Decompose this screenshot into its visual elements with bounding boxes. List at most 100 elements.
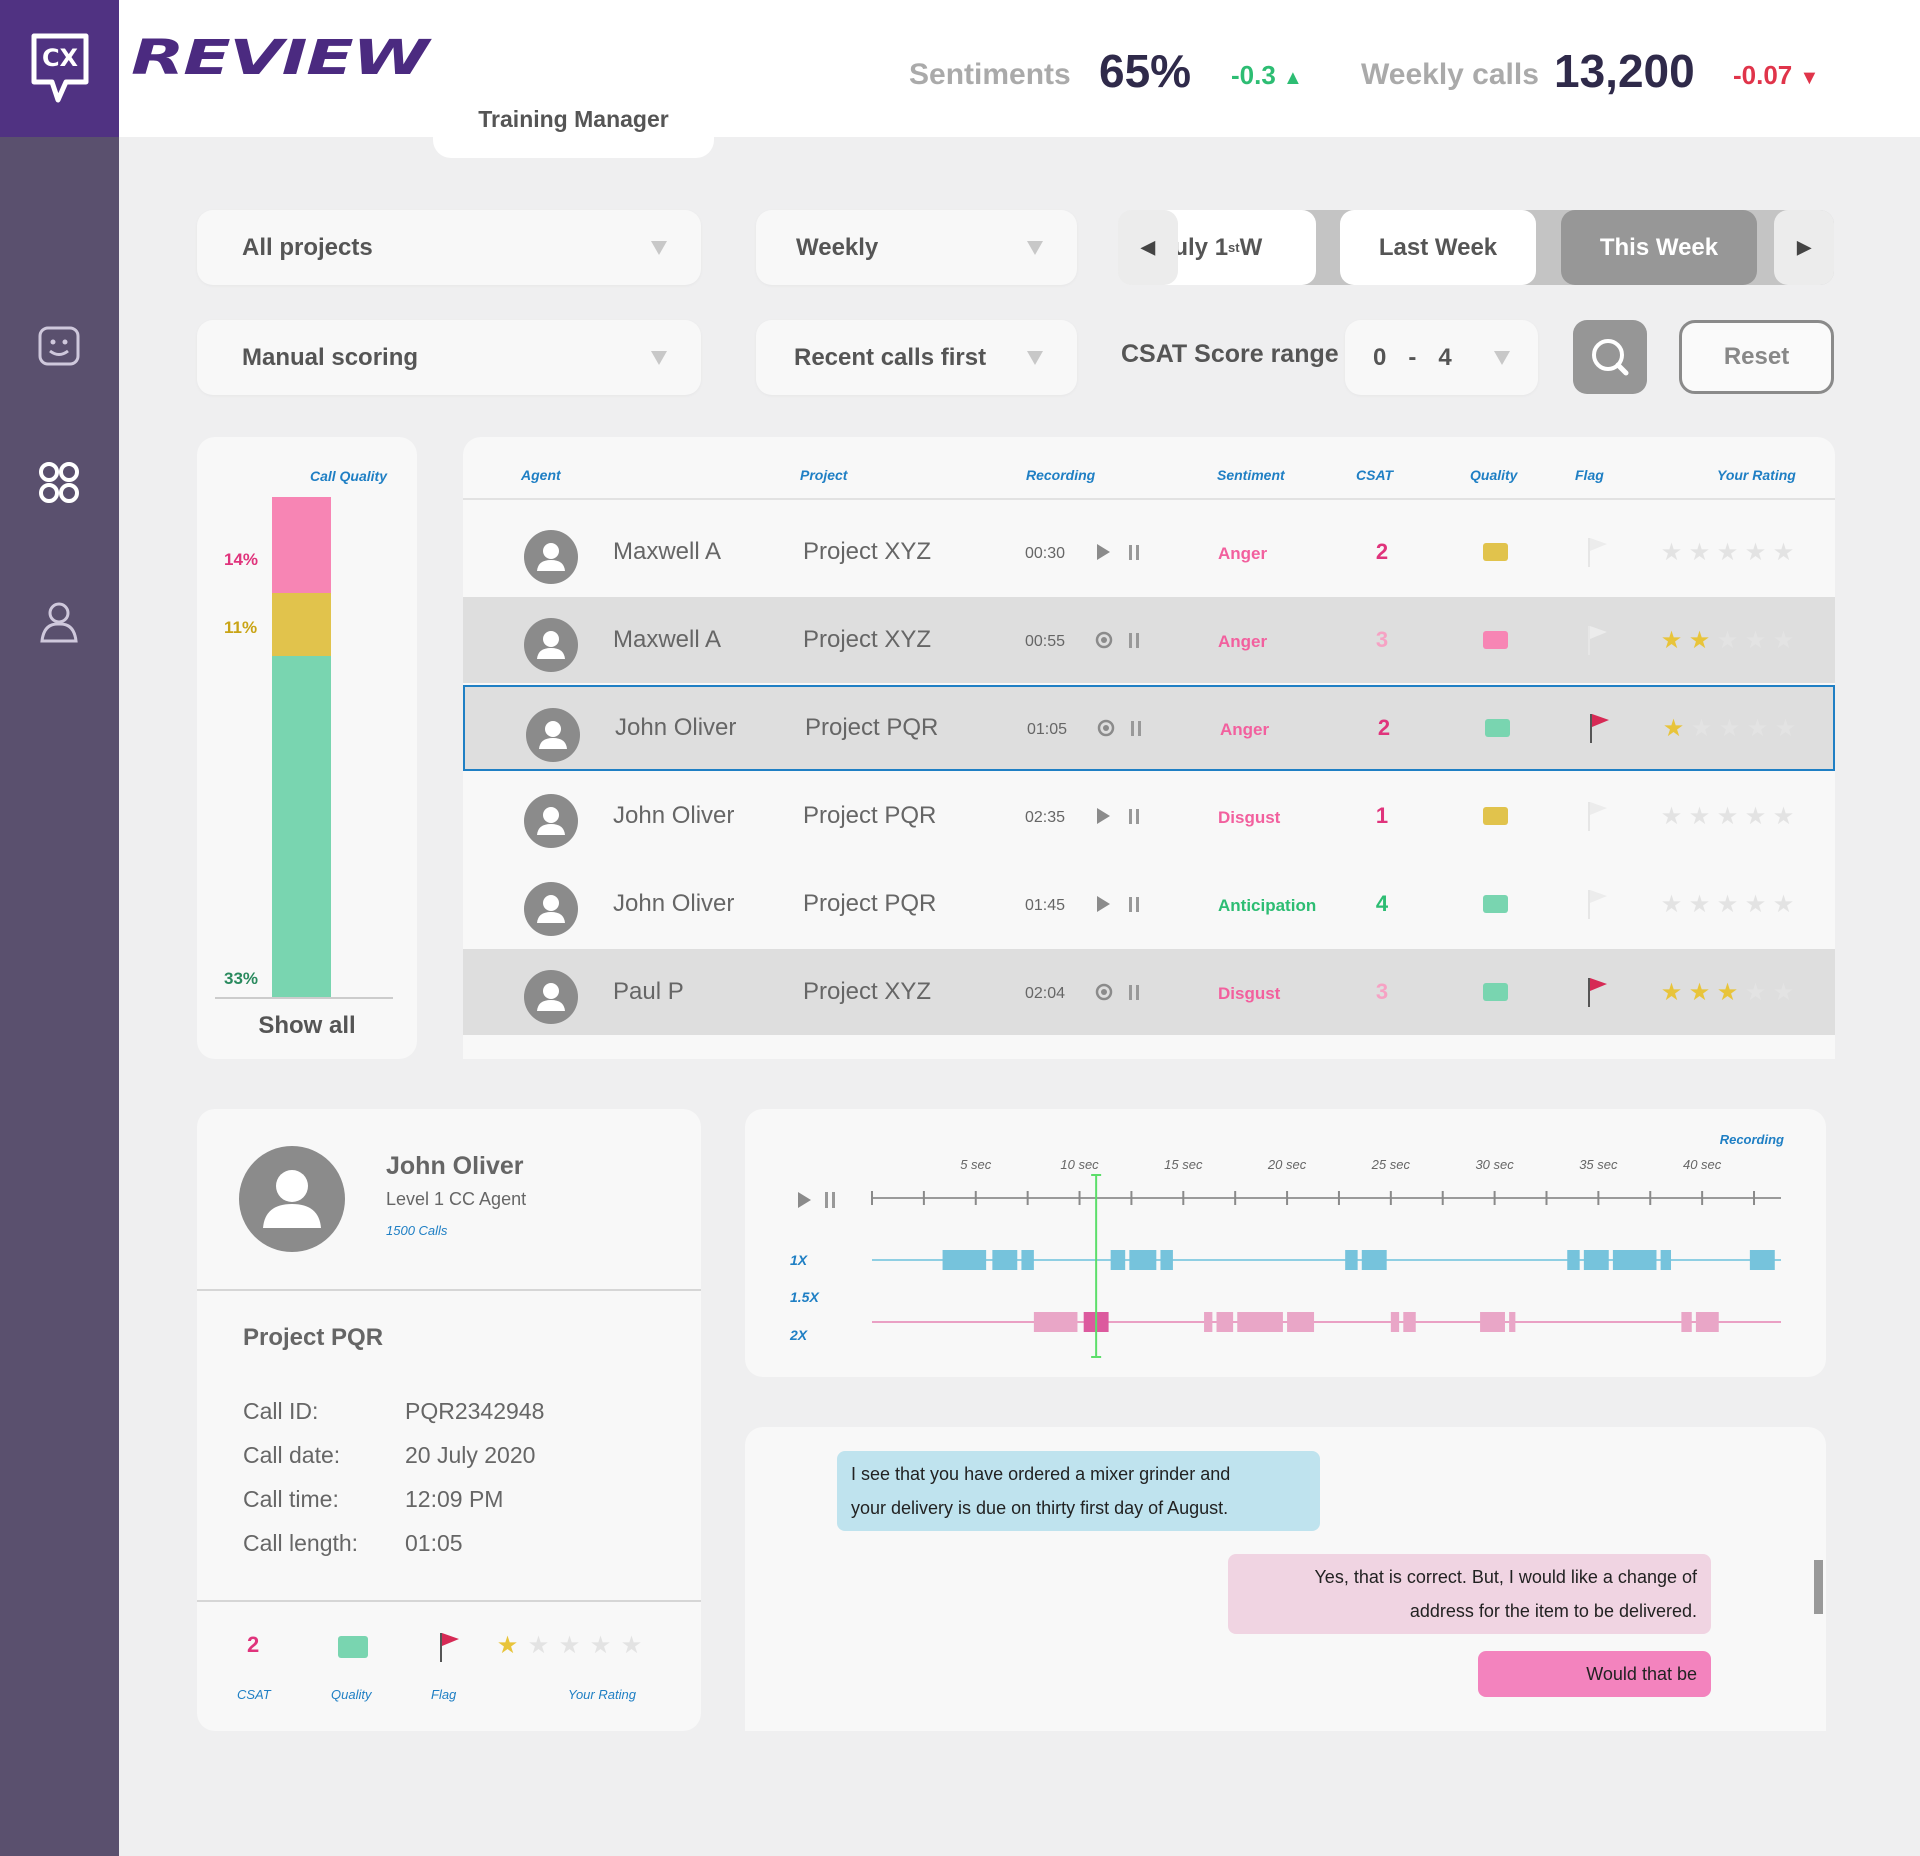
col-csat[interactable]: CSAT	[1356, 467, 1394, 483]
play-button[interactable]	[1095, 949, 1113, 1035]
table-row[interactable]: Maxwell A Project XYZ 00:30 Anger 2 ★ ★ ★ ★ ★	[463, 509, 1835, 595]
star-empty-icon[interactable]: ★	[1716, 802, 1739, 830]
play-icon[interactable]	[795, 1190, 813, 1215]
star-empty-icon[interactable]: ★	[1772, 538, 1795, 566]
track-2x-segment[interactable]	[1695, 1312, 1719, 1332]
playing-icon[interactable]	[1097, 719, 1115, 737]
track-2x-segment[interactable]	[1237, 1312, 1283, 1332]
star-filled-icon[interactable]: ★	[1660, 978, 1683, 1006]
track-1x-segment[interactable]	[1361, 1250, 1387, 1270]
your-rating[interactable]: ★ ★ ★ ★ ★	[1659, 509, 1796, 595]
pause-icon[interactable]	[823, 1191, 837, 1214]
quality-segment[interactable]	[272, 497, 331, 593]
star-empty-icon[interactable]: ★	[1688, 890, 1711, 918]
col-recording[interactable]: Recording	[1026, 467, 1096, 483]
star-empty-icon[interactable]: ★	[558, 1632, 581, 1659]
star-filled-icon[interactable]: ★	[1688, 626, 1711, 654]
track-2x-segment[interactable]	[1390, 1312, 1400, 1332]
flag-toggle[interactable]	[1583, 509, 1611, 595]
smiley-icon[interactable]	[34, 322, 84, 372]
track-1x-segment[interactable]	[1612, 1250, 1657, 1270]
col-project[interactable]: Project	[800, 467, 848, 483]
play-button[interactable]	[1095, 773, 1111, 859]
star-empty-icon[interactable]: ★	[1688, 802, 1711, 830]
agent-calls-count[interactable]: 1500 Calls	[386, 1223, 448, 1238]
track-2x-segment[interactable]	[1216, 1312, 1234, 1332]
track-2x-segment[interactable]	[1681, 1312, 1692, 1332]
star-empty-icon[interactable]: ★	[1718, 714, 1741, 742]
sort-select[interactable]: Recent calls first	[756, 320, 1077, 395]
search-button[interactable]	[1573, 320, 1647, 394]
play-button[interactable]	[1095, 509, 1111, 595]
pause-button[interactable]	[1127, 861, 1141, 947]
track-1x-segment[interactable]	[942, 1250, 987, 1270]
star-empty-icon[interactable]: ★	[1772, 626, 1795, 654]
track-1x-segment[interactable]	[1129, 1250, 1157, 1270]
star-empty-icon[interactable]: ★	[1716, 626, 1739, 654]
playing-icon[interactable]	[1095, 631, 1113, 649]
flag-outline-icon[interactable]	[1583, 535, 1611, 569]
period-select[interactable]: Weekly	[756, 210, 1077, 285]
track-2x-segment[interactable]	[1033, 1312, 1078, 1332]
flag-toggle[interactable]	[1583, 773, 1611, 859]
table-row[interactable]: Paul P Project XYZ 02:04 Disgust 3 ★ ★ ★ ★ ★	[463, 949, 1835, 1035]
track-1x-segment[interactable]	[1160, 1250, 1173, 1270]
star-empty-icon[interactable]: ★	[1772, 890, 1795, 918]
star-filled-icon[interactable]: ★	[1662, 714, 1685, 742]
flag-toggle[interactable]	[1583, 861, 1611, 947]
col-flag[interactable]: Flag	[1575, 467, 1604, 483]
show-all-link[interactable]: Show all	[258, 1012, 356, 1039]
star-empty-icon[interactable]: ★	[1772, 978, 1795, 1006]
play-button[interactable]	[1095, 861, 1111, 947]
quality-segment[interactable]	[272, 592, 331, 656]
table-row[interactable]: John Oliver Project PQR 02:35 Disgust 1 ★ ★ ★ ★ ★	[463, 773, 1835, 859]
flag-toggle[interactable]	[1583, 949, 1611, 1035]
playing-icon[interactable]	[1095, 983, 1113, 1001]
flag-outline-icon[interactable]	[1583, 623, 1611, 657]
star-empty-icon[interactable]: ★	[1660, 802, 1683, 830]
col-sentiment[interactable]: Sentiment	[1217, 467, 1285, 483]
track-1x-segment[interactable]	[1660, 1250, 1672, 1270]
flag-toggle[interactable]	[1585, 687, 1613, 769]
track-1x-segment[interactable]	[992, 1250, 1018, 1270]
star-empty-icon[interactable]: ★	[1716, 538, 1739, 566]
star-empty-icon[interactable]: ★	[1688, 538, 1711, 566]
play-button[interactable]	[1095, 597, 1113, 683]
pause-button[interactable]	[1127, 773, 1141, 859]
star-empty-icon[interactable]: ★	[1744, 802, 1767, 830]
track-2x-segment[interactable]	[1403, 1312, 1416, 1332]
star-filled-icon[interactable]: ★	[1688, 978, 1711, 1006]
col-agent[interactable]: Agent	[521, 467, 561, 483]
star-empty-icon[interactable]: ★	[1660, 890, 1683, 918]
track-1x-segment[interactable]	[1583, 1250, 1609, 1270]
star-filled-icon[interactable]: ★	[1660, 626, 1683, 654]
play-icon[interactable]	[1095, 807, 1111, 825]
week-next-arrow-icon[interactable]: ▶	[1774, 210, 1834, 285]
table-row[interactable]: Maxwell A Project XYZ 00:55 Anger 3 ★ ★ ★ ★ ★	[463, 597, 1835, 683]
pause-button[interactable]	[1127, 509, 1141, 595]
track-1x-segment[interactable]	[1110, 1250, 1126, 1270]
your-rating[interactable]: ★ ★ ★ ★ ★	[1659, 861, 1796, 947]
reset-button[interactable]: Reset	[1679, 320, 1834, 394]
play-button[interactable]	[1097, 687, 1115, 769]
scoring-select[interactable]: Manual scoring	[197, 320, 701, 395]
flag-icon[interactable]	[435, 1630, 463, 1669]
this-week-option[interactable]: This Week	[1561, 210, 1757, 285]
project-select[interactable]: All projects	[197, 210, 701, 285]
star-empty-icon[interactable]: ★	[1660, 538, 1683, 566]
star-filled-icon[interactable]: ★	[496, 1632, 519, 1659]
table-row[interactable]: John Oliver Project PQR 01:45 Anticipation 4…	[463, 861, 1835, 947]
track-2x-segment[interactable]	[1287, 1312, 1315, 1332]
track-1x-segment[interactable]	[1345, 1250, 1358, 1270]
track-1x-segment[interactable]	[1021, 1250, 1034, 1270]
track-1x-segment[interactable]	[1749, 1250, 1775, 1270]
flag-outline-icon[interactable]	[1583, 887, 1611, 921]
user-icon[interactable]	[34, 597, 84, 647]
speed-2x[interactable]: 2X	[790, 1327, 808, 1343]
star-empty-icon[interactable]: ★	[1744, 626, 1767, 654]
star-filled-icon[interactable]: ★	[1716, 978, 1739, 1006]
pause-button[interactable]	[1127, 597, 1141, 683]
star-empty-icon[interactable]: ★	[589, 1632, 612, 1659]
star-empty-icon[interactable]: ★	[1690, 714, 1713, 742]
last-week-option[interactable]: Last Week	[1340, 210, 1536, 285]
